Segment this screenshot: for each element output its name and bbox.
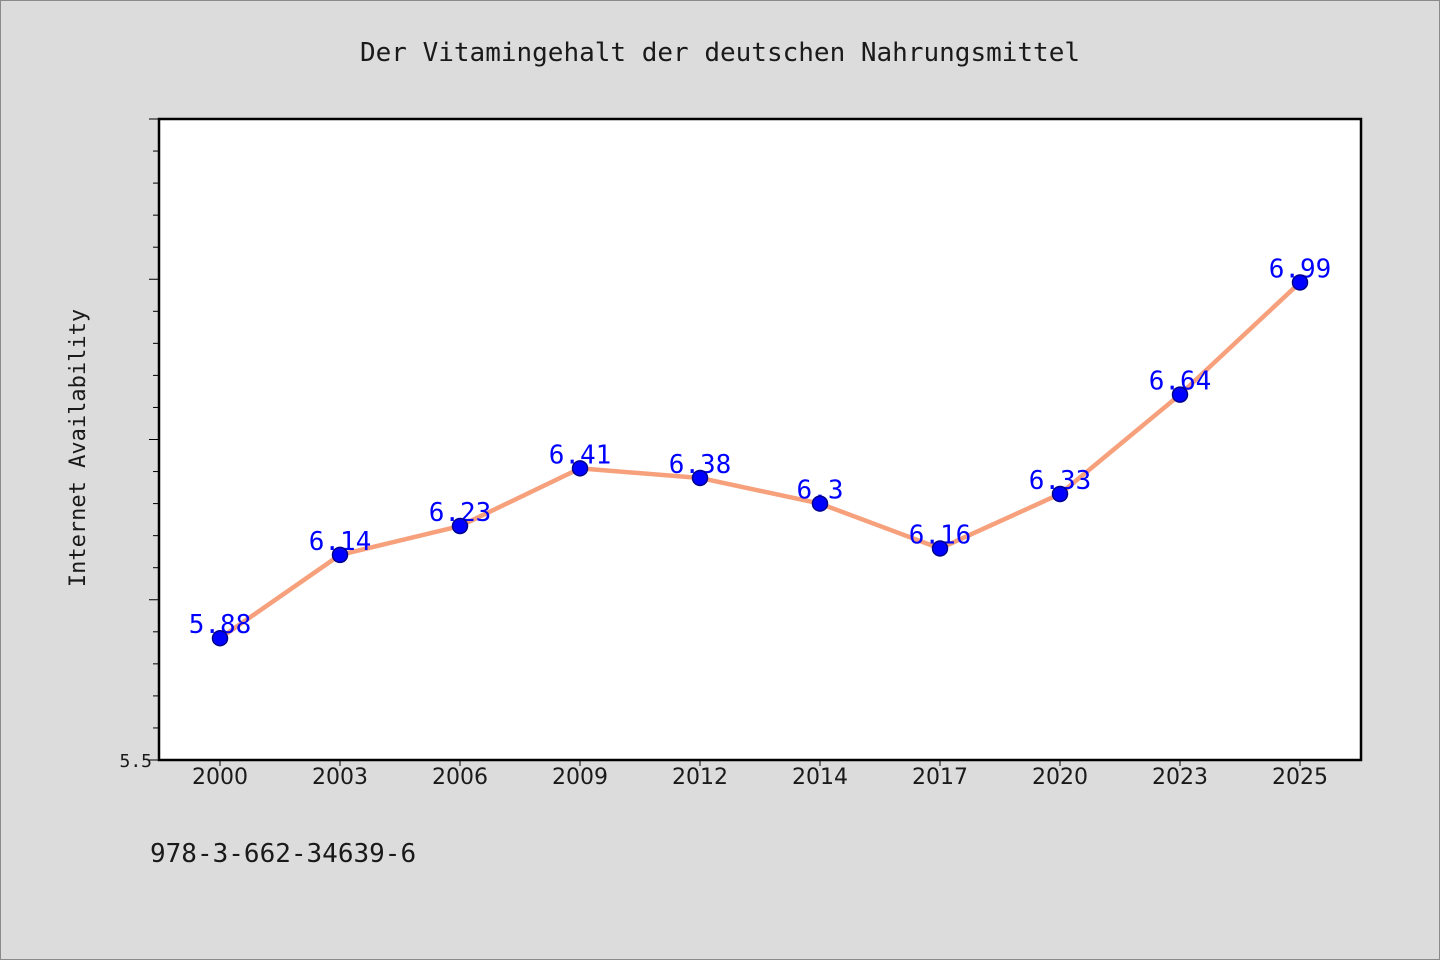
plot-area xyxy=(159,119,1361,760)
series-layer: 5.886.146.236.41 6.386.36.166.336.646.99 xyxy=(189,254,1331,647)
isbn-footer: 978-3-662-34639-6 xyxy=(150,839,416,869)
y-tick-label: 5.5 xyxy=(119,751,152,772)
series-line xyxy=(217,280,1303,641)
x-axis-ticks: 2000 2003 2006 2009 2012 2014 2017 2020 2023 2025 xyxy=(192,760,1328,790)
x-tick-label-2025: 2025 xyxy=(1272,765,1328,790)
data-point-2017 xyxy=(931,540,949,557)
x-tick-label-2014: 2014 xyxy=(792,765,848,790)
plot-frame xyxy=(157,117,1363,762)
x-tick-label-2003: 2003 xyxy=(312,765,368,790)
data-point-2003 xyxy=(331,546,349,564)
data-point-2006 xyxy=(451,517,469,535)
y-axis-label: Internet Availability xyxy=(66,309,91,587)
data-point-2000 xyxy=(211,629,229,647)
x-tick-label-2017: 2017 xyxy=(912,765,968,790)
x-tick-label-2009: 2009 xyxy=(552,765,608,790)
x-tick-label-2006: 2006 xyxy=(432,765,488,790)
x-tick-label-2020: 2020 xyxy=(1032,765,1088,790)
data-point-2025 xyxy=(1291,274,1309,291)
data-point-2009 xyxy=(571,460,589,477)
data-point-2014 xyxy=(811,495,829,512)
data-point-2020 xyxy=(1051,485,1069,503)
data-point-2023 xyxy=(1171,386,1189,403)
data-point-2012 xyxy=(691,469,709,487)
chart-title: Der Vitamingehalt der deutschen Nahrungs… xyxy=(360,38,1080,68)
x-tick-label-2012: 2012 xyxy=(672,765,728,790)
x-tick-label-2000: 2000 xyxy=(192,765,248,790)
x-tick-label-2023: 2023 xyxy=(1152,765,1208,790)
